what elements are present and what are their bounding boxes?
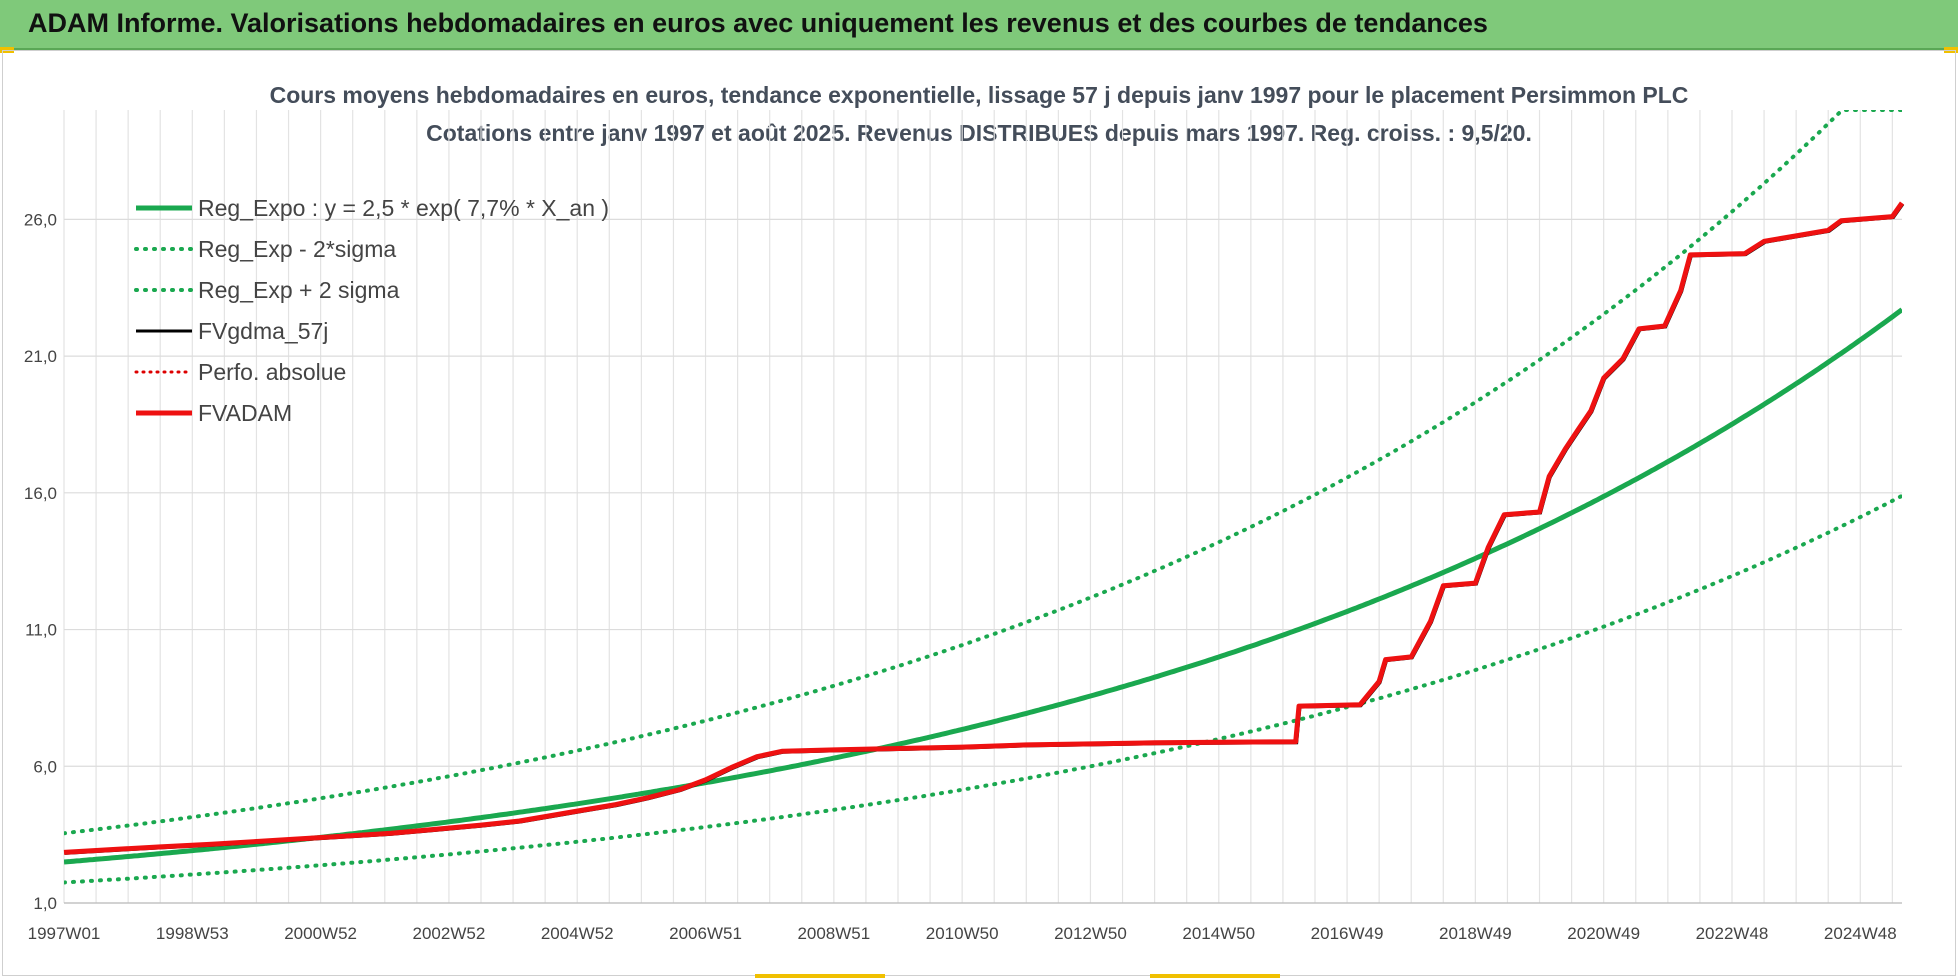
x-tick-label: 2022W48 [1696, 924, 1769, 943]
x-tick-label: 2012W50 [1054, 924, 1127, 943]
x-tick-label: 2010W50 [926, 924, 999, 943]
legend-label: Perfo. absolue [198, 359, 346, 385]
legend-label: Reg_Exp - 2*sigma [198, 236, 396, 262]
x-tick-label: 2016W49 [1311, 924, 1384, 943]
header-banner: ADAM Informe. Valorisations hebdomadaire… [0, 0, 1958, 50]
legend-label: Reg_Expo : y = 2,5 * exp( 7,7% * X_an ) [198, 195, 609, 221]
series-reg-expo [64, 307, 1902, 865]
series-reg-exp-minus-2sigma [64, 493, 1902, 885]
chart-frame [2, 50, 1956, 976]
x-tick-label: 2002W52 [413, 924, 486, 943]
x-tick-label: 2024W48 [1824, 924, 1897, 943]
legend-label: FVADAM [198, 400, 292, 426]
y-tick-label: 11,0 [25, 621, 57, 640]
bottom-mark-2 [1150, 974, 1280, 978]
x-tick-label: 1997W01 [28, 924, 101, 943]
y-tick-label: 6,0 [33, 757, 57, 776]
bottom-mark-1 [755, 974, 885, 978]
y-tick-label: 1,0 [33, 894, 57, 913]
y-tick-label: 16,0 [24, 484, 57, 503]
x-tick-label: 2006W51 [669, 924, 742, 943]
legend-label: FVgdma_57j [198, 318, 328, 344]
header-title: ADAM Informe. Valorisations hebdomadaire… [28, 8, 1488, 38]
chart-title: Cours moyens hebdomadaires en euros, ten… [269, 82, 1689, 108]
x-tick-label: 2014W50 [1182, 924, 1255, 943]
y-tick-label: 21,0 [24, 347, 57, 366]
legend-label: Reg_Exp + 2 sigma [198, 277, 400, 303]
x-tick-label: 2004W52 [541, 924, 614, 943]
x-tick-label: 2020W49 [1567, 924, 1640, 943]
x-tick-label: 2000W52 [284, 924, 357, 943]
x-tick-label: 2008W51 [797, 924, 870, 943]
series-fvadam [63, 201, 1905, 855]
y-tick-label: 26,0 [24, 210, 57, 229]
x-tick-label: 1998W53 [156, 924, 229, 943]
x-tick-label: 2018W49 [1439, 924, 1512, 943]
